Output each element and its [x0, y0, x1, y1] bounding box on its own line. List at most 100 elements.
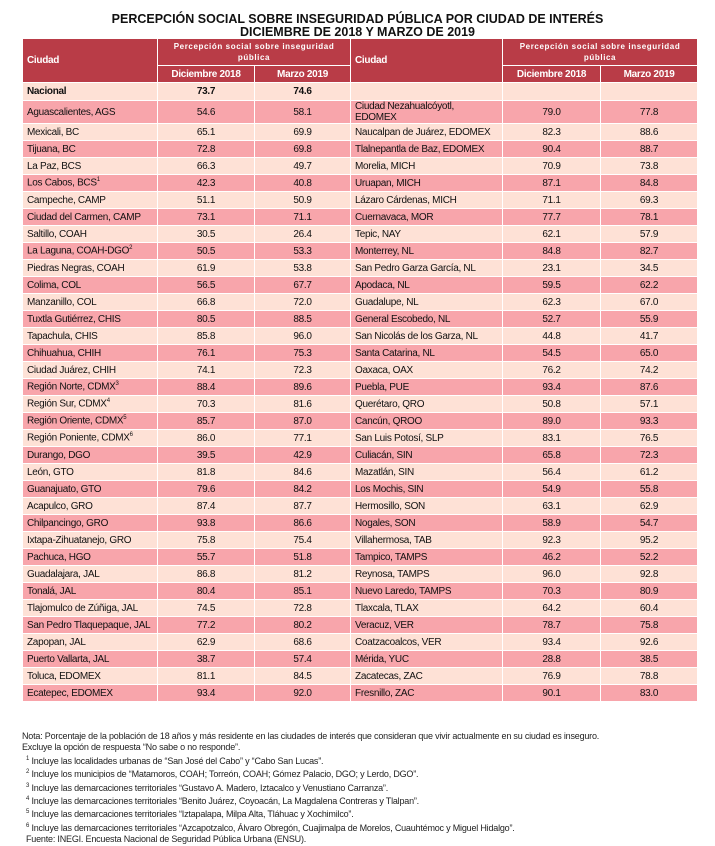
mar-2019-value: 88.5: [253, 310, 352, 328]
city-name: Campeche, CAMP: [27, 194, 106, 206]
city-name: Tapachula, CHIS: [27, 330, 98, 342]
city-name: León, GTO: [27, 466, 74, 478]
footnote-number: 1: [26, 755, 30, 762]
dic-2018-value: 85.7: [157, 412, 255, 430]
city-name: Zapopan, JAL: [27, 636, 86, 648]
header-group-2: Percepción social sobre inseguridad públ…: [502, 38, 699, 66]
table-row: Acapulco, GRO 87.4 87.7 Hermosillo, SON 63.1…: [22, 497, 699, 515]
mar-2019-value: 38.5: [600, 650, 699, 668]
city-cell: Uruapan, MICH: [350, 174, 504, 192]
national-mar: 74.6: [253, 82, 352, 101]
table-row: Ecatepec, EDOMEX 93.4 92.0 Fresnillo, ZAC 90…: [22, 684, 699, 702]
table-row: Saltillo, COAH 30.5 26.4 Tepic, NAY 62.1 57.9: [22, 225, 699, 243]
mar-2019-value: 88.6: [600, 123, 699, 141]
mar-2019-value: 41.7: [600, 327, 699, 345]
city-name: Apodaca, NL: [355, 279, 410, 291]
city-cell: Tijuana, BC: [22, 140, 158, 158]
dic-2018-value: 81.8: [157, 463, 255, 481]
dic-2018-value: 93.4: [502, 378, 602, 396]
table-row: Región Poniente, CDMX6 86.0 77.1 San Luis P…: [22, 429, 699, 447]
city-name: Ciudad Juárez, CHIH: [27, 364, 116, 376]
city-cell: Ixtapa-Zihuatanejo, GRO: [22, 531, 158, 549]
dic-2018-value: 65.8: [502, 446, 602, 464]
mar-2019-value: 50.9: [253, 191, 352, 209]
mar-2019-value: 62.9: [600, 497, 699, 515]
mar-2019-value: 54.7: [600, 514, 699, 532]
city-cell: Villahermosa, TAB: [350, 531, 504, 549]
dic-2018-value: 54.6: [157, 100, 255, 124]
city-name: Reynosa, TAMPS: [355, 568, 430, 580]
footnote-text: Incluye las demarcaciones territoriales …: [29, 782, 389, 793]
city-name: La Laguna, COAH-DGO: [27, 245, 130, 257]
dic-2018-value: 90.1: [502, 684, 602, 702]
city-name: Acapulco, GRO: [27, 500, 93, 512]
dic-2018-value: 75.8: [157, 531, 255, 549]
dic-2018-value: 80.4: [157, 582, 255, 600]
city-cell: Santa Catarina, NL: [350, 344, 504, 362]
national-city: Nacional: [22, 82, 158, 101]
dic-2018-value: 82.3: [502, 123, 602, 141]
city-cell: Tonalá, JAL: [22, 582, 158, 600]
dic-2018-value: 44.8: [502, 327, 602, 345]
header-mar-2019: Marzo 2019: [253, 65, 352, 83]
table-row: Región Sur, CDMX4 70.3 81.6 Querétaro, QRO 5…: [22, 395, 699, 413]
city-cell: Fresnillo, ZAC: [350, 684, 504, 702]
city-name: La Paz, BCS: [27, 160, 81, 172]
mar-2019-value: 75.4: [253, 531, 352, 549]
city-name: Puerto Vallarta, JAL: [27, 653, 110, 665]
table-row: Aguascalientes, AGS 54.6 58.1 Ciudad Nezahu…: [22, 100, 699, 124]
dic-2018-value: 78.7: [502, 616, 602, 634]
city-name: Tepic, NAY: [355, 228, 401, 240]
dic-2018-value: 23.1: [502, 259, 602, 277]
city-name: San Nicolás de los Garza, NL: [355, 330, 478, 342]
header-city-2: Ciudad: [350, 38, 504, 83]
mar-2019-value: 67.7: [253, 276, 352, 294]
city-cell: Morelia, MICH: [350, 157, 504, 175]
city-name: Mexicali, BC: [27, 126, 79, 138]
mar-2019-value: 81.6: [253, 395, 352, 413]
city-cell: La Paz, BCS: [22, 157, 158, 175]
city-name: Coatzacoalcos, VER: [355, 636, 442, 648]
dic-2018-value: 93.8: [157, 514, 255, 532]
mar-2019-value: 83.0: [600, 684, 699, 702]
perception-table: Ciudad Percepción social sobre insegurid…: [22, 38, 699, 702]
dic-2018-value: 62.9: [157, 633, 255, 651]
national-dic: 73.7: [157, 82, 255, 101]
city-name: Tuxtla Gutiérrez, CHIS: [27, 313, 121, 325]
city-cell: Lázaro Cárdenas, MICH: [350, 191, 504, 209]
city-name: Puebla, PUE: [355, 381, 409, 393]
dic-2018-value: 93.4: [157, 684, 255, 702]
mar-2019-value: 57.1: [600, 395, 699, 413]
footnote-ref: 3: [115, 381, 119, 388]
city-name: Tlajomulco de Zúñiga, JAL: [27, 602, 138, 614]
table-row: Ciudad del Carmen, CAMP 73.1 71.1 Cuernavac…: [22, 208, 699, 226]
city-cell: Ecatepec, EDOMEX: [22, 684, 158, 702]
city-name: Monterrey, NL: [355, 245, 414, 257]
table-row: San Pedro Tlaquepaque, JAL 77.2 80.2 Veracu…: [22, 616, 699, 634]
mar-2019-value: 69.3: [600, 191, 699, 209]
mar-2019-value: 80.9: [600, 582, 699, 600]
mar-2019-value: 86.6: [253, 514, 352, 532]
table-row: Zapopan, JAL 62.9 68.6 Coatzacoalcos, VER 93…: [22, 633, 699, 651]
mar-2019-value: 71.1: [253, 208, 352, 226]
city-cell: Tepic, NAY: [350, 225, 504, 243]
mar-2019-value: 72.3: [253, 361, 352, 379]
dic-2018-value: 61.9: [157, 259, 255, 277]
footnote-ref: 6: [129, 432, 133, 439]
city-cell: Zacatecas, ZAC: [350, 667, 504, 685]
table-row: Puerto Vallarta, JAL 38.7 57.4 Mérida, YUC 2…: [22, 650, 699, 668]
city-name: Tlaxcala, TLAX: [355, 602, 419, 614]
city-cell: Toluca, EDOMEX: [22, 667, 158, 685]
dic-2018-value: 72.8: [157, 140, 255, 158]
city-cell: Tampico, TAMPS: [350, 548, 504, 566]
city-cell: Hermosillo, SON: [350, 497, 504, 515]
mar-2019-value: 55.9: [600, 310, 699, 328]
city-name: Naucalpan de Juárez, EDOMEX: [355, 126, 491, 138]
dic-2018-value: 63.1: [502, 497, 602, 515]
dic-2018-value: 92.3: [502, 531, 602, 549]
city-cell: Saltillo, COAH: [22, 225, 158, 243]
dic-2018-value: 55.7: [157, 548, 255, 566]
footnote: 3 Incluye las demarcaciones territoriale…: [22, 781, 599, 794]
dic-2018-value: 74.1: [157, 361, 255, 379]
city-name: Piedras Negras, COAH: [27, 262, 125, 274]
